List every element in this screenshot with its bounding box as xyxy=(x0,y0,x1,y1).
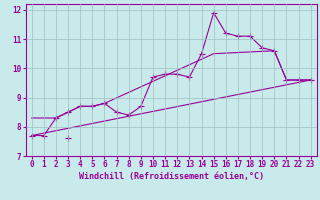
X-axis label: Windchill (Refroidissement éolien,°C): Windchill (Refroidissement éolien,°C) xyxy=(79,172,264,181)
